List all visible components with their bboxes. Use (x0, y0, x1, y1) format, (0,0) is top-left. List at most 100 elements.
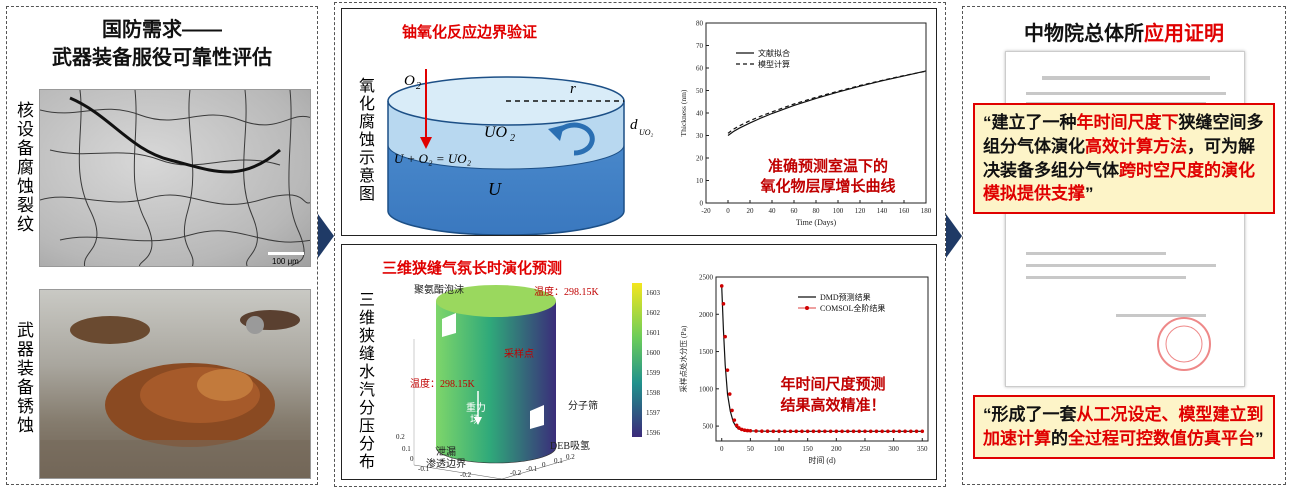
x-tick-label-7: 350 (917, 445, 928, 453)
temp-label-left: 温度：298.15K (410, 377, 475, 390)
series-1-point-9 (739, 427, 744, 432)
x-tick-label-9: 160 (899, 207, 910, 215)
right-title-org: 中物院总体所 (1024, 23, 1144, 45)
left-title-line2: 武器装备服役可靠性评估 (52, 47, 272, 69)
rusted-weapon-photo (39, 289, 311, 479)
legend-label-1: COMSOL全阶结果 (820, 303, 885, 313)
deb-hydrogen-label: DEB吸氢 (550, 439, 590, 452)
series-1-point-37 (891, 429, 896, 434)
series-1-point-18 (782, 429, 787, 434)
uo2-layer-subscript: 2 (510, 133, 515, 144)
right-title: 中物院总体所应用证明 (963, 17, 1285, 46)
middle-panel: 铀氧化反应边界验证 氧化腐蚀示意图 O 2 r UO 2 U + O₂ = UO… (334, 2, 946, 487)
series-1-point-33 (868, 429, 873, 434)
radius-label: r (570, 81, 576, 97)
series-1-point-32 (863, 429, 867, 434)
legend-marker-1 (805, 306, 809, 310)
crack-micrograph: 100 μm (39, 89, 311, 267)
plot-frame (715, 276, 929, 442)
series-1-point-23 (811, 429, 816, 434)
series-1-point-35 (880, 429, 884, 434)
quote1-segment-6: ” (1085, 184, 1094, 204)
axis3d-x-tick-4: -0.2 (460, 471, 472, 479)
y-tick-label-4: 2500 (699, 274, 714, 282)
axis3d-x-tick-3: -0.1 (418, 465, 430, 473)
right-title-proof: 应用证明 (1144, 23, 1224, 45)
series-1-point-34 (874, 429, 879, 434)
colorbar-tick-4: 1599 (646, 369, 661, 377)
series-1-point-1 (721, 302, 726, 306)
axis3d-x-tick-2: 0 (410, 455, 414, 463)
x-tick-label-1: 50 (747, 445, 755, 453)
uranium-label: U (488, 179, 502, 199)
legend-label-1: 模型计算 (758, 59, 790, 69)
colorbar-tick-5: 1598 (646, 389, 661, 397)
series-1-point-8 (737, 426, 741, 430)
left-panel: 国防需求—— 武器装备服役可靠性评估 核设备腐蚀裂纹 100 μm 武器装备锈蚀 (6, 6, 318, 485)
colorbar-tick-1: 1602 (646, 309, 661, 317)
axis3d-y-tick-3: 0.1 (554, 457, 563, 465)
series-1-point-21 (800, 429, 804, 434)
oxide-thickness-subscript: UO₂ (639, 128, 654, 137)
y-tick-label-1: 1000 (699, 385, 714, 393)
axis3d-y-tick-4: 0.2 (566, 453, 575, 461)
y-tick-label-2: 20 (696, 155, 704, 163)
series-1-point-19 (788, 429, 793, 434)
series-1-point-31 (857, 429, 862, 434)
series-1-point-28 (840, 429, 844, 434)
series-1-point-39 (903, 429, 907, 434)
y-tick-label-6: 60 (696, 65, 704, 73)
thickness-chart: -20 0 20 40 60 80 100 120 140 160 1800102030405060… (679, 20, 932, 228)
series-1-point-38 (897, 429, 902, 434)
quote1-segment-1: 年时间尺度下 (1076, 113, 1179, 132)
series-1-point-27 (834, 429, 839, 434)
series-1-point-11 (745, 428, 750, 433)
x-tick-label-4: 60 (791, 207, 799, 215)
uranium-oxidation-panel: 铀氧化反应边界验证 氧化腐蚀示意图 O 2 r UO 2 U + O₂ = UO… (341, 8, 937, 236)
oxidation-schematic-label: 氧化腐蚀示意图 (356, 77, 373, 203)
quote1-segment-2: 狭缝空间多组分气体演化 (983, 113, 1264, 156)
quote1-segment-0: “建立了一种 (983, 113, 1077, 132)
oxidation-cylinder-diagram: O 2 r UO 2 U + O₂ = UO₂ U d UO₂ (387, 69, 654, 235)
axis3d-x-tick-1: 0.1 (402, 445, 411, 453)
y-tick-label-3: 2000 (699, 311, 714, 319)
series-1-point-24 (817, 429, 821, 434)
series-1-point-22 (805, 429, 810, 434)
quote2-segment-4: ” (1255, 428, 1264, 448)
series-1-point-41 (914, 429, 919, 434)
axis3d-y-tick-1: -0.1 (526, 465, 538, 473)
colorbar-tick-6: 1597 (646, 409, 661, 417)
x-axis-label: 时间 (d) (808, 455, 836, 465)
y-axis-label: Thickness (nm) (679, 89, 688, 136)
series-1-point-25 (823, 429, 827, 434)
flow-arrow-left (318, 214, 334, 258)
series-1-point-5 (730, 408, 734, 413)
series-1-point-30 (851, 429, 856, 434)
flow-arrow-right (946, 214, 962, 258)
quote1-segment-5: 跨时空尺度的演化模拟提供支撑 (983, 160, 1255, 204)
colorbar-tick-2: 1601 (646, 329, 661, 337)
quote1-segment-3: 高效计算方法 (1085, 136, 1187, 156)
right-panel: 中物院总体所应用证明 “建立了一种年时间尺度下狭缝空间多组分气体演化高效计算方法… (962, 6, 1286, 485)
scalebar-label: 100 μm (272, 257, 299, 266)
water-pressure-distribution-label: 三维狭缝水汽分压分布 (356, 291, 373, 471)
x-tick-label-0: 0 (720, 445, 724, 453)
application-quote-1: “建立了一种年时间尺度下狭缝空间多组分气体演化高效计算方法，可为解决装备多组分气… (973, 103, 1275, 215)
molecular-sieve-label: 分子筛 (568, 399, 598, 412)
left-title-line1: 国防需求—— (102, 19, 222, 41)
series-1-point-26 (828, 429, 833, 434)
y-tick-label-2: 1500 (699, 348, 714, 356)
series-1-point-4 (727, 392, 732, 396)
y-tick-label-1: 10 (696, 177, 704, 185)
quote2-segment-0: “形成了一套 (983, 405, 1077, 424)
x-tick-label-2: 100 (774, 445, 785, 453)
x-tick-label-2: 20 (747, 207, 755, 215)
y-tick-label-5: 50 (696, 87, 704, 95)
gravity-label-line1: 重力 (466, 401, 486, 414)
series-1-point-29 (845, 429, 850, 434)
gravity-label-line2: 场 (470, 413, 480, 426)
x-tick-label-8: 140 (877, 207, 888, 215)
y-tick-label-3: 30 (696, 132, 704, 140)
series-1-point-10 (742, 428, 747, 432)
axis3d-y-tick-2: 0 (542, 461, 546, 469)
